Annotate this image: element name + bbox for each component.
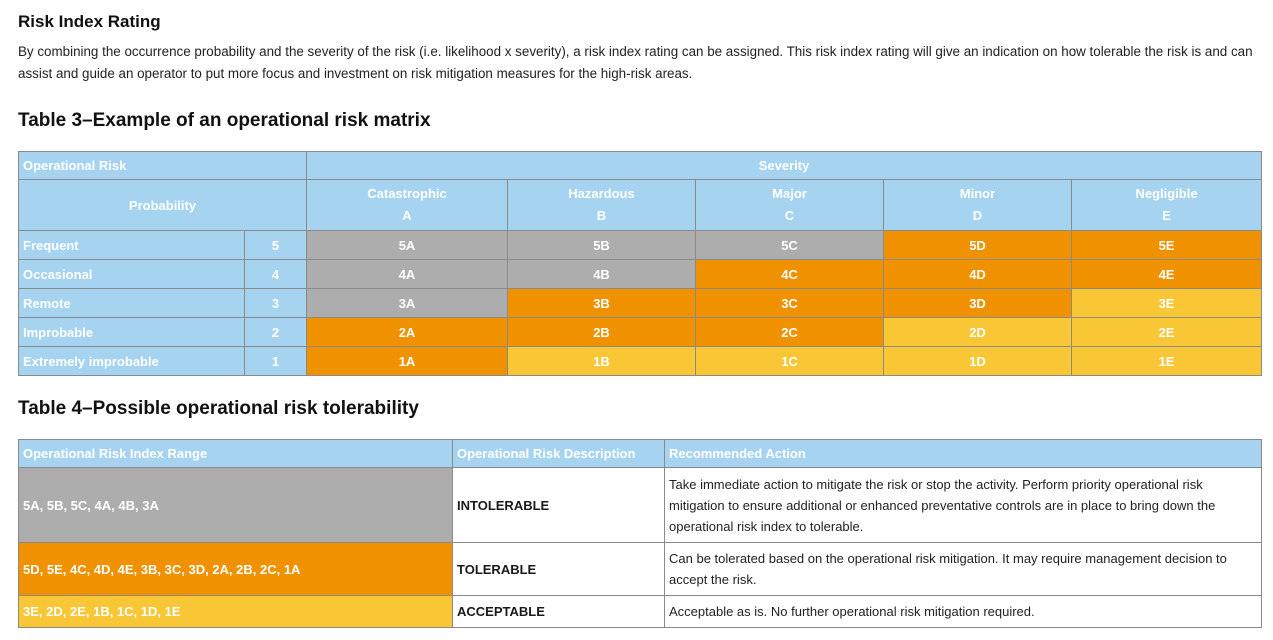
index-range: 3E, 2D, 2E, 1B, 1C, 1D, 1E (18, 595, 453, 628)
risk-cell: 4A (306, 259, 508, 289)
risk-cell: 4C (695, 259, 884, 289)
recommended-action: Take immediate action to mitigate the ri… (664, 467, 1262, 543)
severity-name: Hazardous (568, 186, 635, 201)
probability-label: Improbable (18, 317, 245, 347)
risk-cell: 3B (507, 288, 696, 318)
intro-paragraph: By combining the occurrence probability … (18, 44, 1253, 81)
header-index-range: Operational Risk Index Range (18, 439, 453, 468)
severity-code: C (784, 208, 795, 223)
index-range: 5A, 5B, 5C, 4A, 4B, 3A (18, 467, 453, 543)
risk-cell: 5B (507, 230, 696, 260)
risk-cell: 3D (883, 288, 1072, 318)
probability-value: 5 (244, 230, 307, 260)
table-row: Remote 3 3A 3B 3C 3D 3E (18, 288, 1263, 318)
header-recommended-action: Recommended Action (664, 439, 1262, 468)
risk-cell: 3A (306, 288, 508, 318)
risk-cell: 4E (1070, 259, 1263, 289)
table4-caption: Table 4–Possible operational risk tolera… (18, 398, 419, 419)
header-severity: Severity (305, 151, 1263, 180)
risk-description: INTOLERABLE (452, 467, 665, 543)
table-row: Occasional 4 4A 4B 4C 4D 4E (18, 259, 1263, 289)
probability-label: Extremely improbable (18, 346, 245, 376)
risk-description: ACCEPTABLE (452, 595, 665, 628)
risk-description: TOLERABLE (452, 542, 665, 596)
risk-cell: 5E (1070, 230, 1263, 260)
risk-cell: 2B (507, 317, 696, 347)
risk-cell: 1C (695, 346, 884, 376)
severity-code: B (596, 208, 607, 223)
risk-cell: 2A (306, 317, 508, 347)
severity-column-hazardous: Hazardous B (507, 179, 696, 231)
header-probability: Probability (18, 179, 307, 231)
risk-cell: 2C (695, 317, 884, 347)
header-operational-risk: Operational Risk (18, 151, 307, 180)
risk-cell: 1A (306, 346, 508, 376)
recommended-action: Can be tolerated based on the operationa… (664, 542, 1262, 596)
risk-cell: 3C (695, 288, 884, 318)
probability-label: Frequent (18, 230, 245, 260)
recommended-action: Acceptable as is. No further operational… (664, 595, 1262, 628)
index-range: 5D, 5E, 4C, 4D, 4E, 3B, 3C, 3D, 2A, 2B, … (18, 542, 453, 596)
risk-tolerability-table: Operational Risk Index Range Operational… (18, 439, 1262, 628)
probability-label: Occasional (18, 259, 245, 289)
probability-value: 1 (244, 346, 307, 376)
table-row: 5D, 5E, 4C, 4D, 4E, 3B, 3C, 3D, 2A, 2B, … (18, 542, 1262, 596)
severity-name: Major (772, 186, 807, 201)
risk-cell: 5A (306, 230, 508, 260)
severity-name: Catastrophic (367, 186, 447, 201)
severity-code: D (972, 208, 983, 223)
risk-cell: 5D (883, 230, 1072, 260)
risk-cell: 4B (507, 259, 696, 289)
section-title: Risk Index Rating (18, 12, 161, 31)
severity-column-major: Major C (695, 179, 884, 231)
severity-column-minor: Minor D (883, 179, 1072, 231)
probability-value: 4 (244, 259, 307, 289)
risk-cell: 2D (883, 317, 1072, 347)
probability-value: 2 (244, 317, 307, 347)
risk-cell: 1B (507, 346, 696, 376)
severity-name: Negligible (1135, 186, 1198, 201)
risk-cell: 1D (883, 346, 1072, 376)
risk-cell: 5C (695, 230, 884, 260)
severity-column-negligible: Negligible E (1070, 179, 1263, 231)
risk-cell: 4D (883, 259, 1072, 289)
severity-code: A (402, 208, 412, 223)
risk-matrix-table: Operational Risk Severity Probability Ca… (18, 151, 1263, 376)
header-description: Operational Risk Description (452, 439, 665, 468)
risk-cell: 1E (1070, 346, 1263, 376)
severity-column-catastrophic: Catastrophic A (306, 179, 508, 231)
table-row: Frequent 5 5A 5B 5C 5D 5E (18, 230, 1263, 260)
table3-caption: Table 3–Example of an operational risk m… (18, 110, 431, 131)
table-row: Improbable 2 2A 2B 2C 2D 2E (18, 317, 1263, 347)
probability-value: 3 (244, 288, 307, 318)
risk-cell: 2E (1070, 317, 1263, 347)
probability-label: Remote (18, 288, 245, 318)
severity-code: E (1162, 208, 1171, 223)
risk-cell: 3E (1070, 288, 1263, 318)
table-row: Extremely improbable 1 1A 1B 1C 1D 1E (18, 346, 1263, 376)
table-row: 3E, 2D, 2E, 1B, 1C, 1D, 1E ACCEPTABLE Ac… (18, 595, 1262, 628)
table-row: 5A, 5B, 5C, 4A, 4B, 3A INTOLERABLE Take … (18, 467, 1262, 543)
severity-name: Minor (959, 186, 996, 201)
